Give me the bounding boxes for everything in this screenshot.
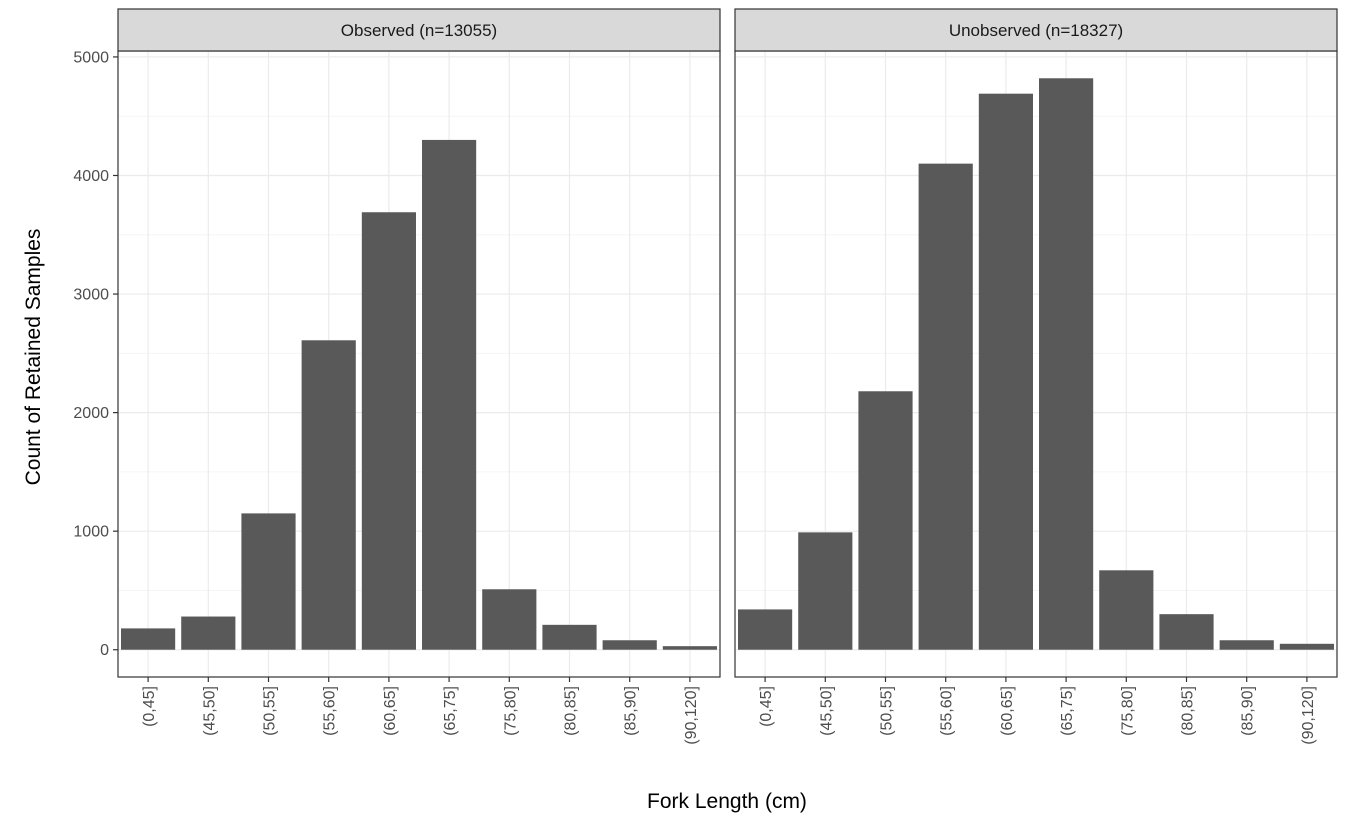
y-tick-label: 2000 [73,405,109,422]
x-tick-label: (50,55] [262,686,279,736]
x-tick-label: (0,45] [758,686,775,727]
x-tick-label: (85,90] [623,686,640,736]
x-tick-label: (65,75] [1059,686,1076,736]
y-tick-label: 5000 [73,49,109,66]
bar-2-5 [978,93,1033,650]
y-tick-label: 3000 [73,287,109,304]
x-tick-label: (85,90] [1240,686,1257,736]
x-tick-label: (55,60] [322,686,339,736]
bar-2-1 [738,609,793,650]
y-tick-label: 1000 [73,524,109,541]
x-tick-label: (55,60] [939,686,956,736]
bar-2-3 [858,391,913,650]
x-tick-label: (0,45] [141,686,158,727]
y-tick-label: 4000 [73,168,109,185]
x-tick-label: (60,65] [999,686,1016,736]
bar-2-6 [1039,78,1094,650]
bar-1-2 [181,616,236,650]
panel-background [118,51,720,677]
x-tick-label: (90,120] [1300,686,1317,745]
facet-strip [117,8,721,52]
x-tick-label: (45,50] [201,686,218,736]
bar-1-8 [542,624,597,650]
x-tick-label: (90,120] [683,686,700,745]
bar-2-8 [1159,614,1214,650]
facet-panels: Observed (n=13055) (0,45] (45,50] (50,55] (5… [73,8,1338,745]
bar-2-2 [798,532,853,650]
x-tick-label: (65,75] [442,686,459,736]
x-axis-title: Fork Length (cm) [647,790,807,813]
facet-strip-label: Observed (n=13055) [341,21,497,40]
x-tick-label: (45,50] [818,686,835,736]
bar-1-5 [361,212,416,650]
x-tick-label: (75,80] [502,686,519,736]
bar-1-10 [662,646,717,650]
y-axis-title: Count of Retained Samples [22,229,45,486]
x-tick-label: (80,85] [1180,686,1197,736]
x-tick-label: (60,65] [382,686,399,736]
bar-1-3 [241,513,296,650]
x-tick-label: (50,55] [879,686,896,736]
y-tick-label: 0 [100,642,109,659]
facet-panel-1: Observed (n=13055) (0,45] (45,50] (50,55] (5… [73,8,721,745]
facet-panel-2: Unobserved (n=18327) (0,45] (45,50] (50,55]… [734,8,1338,745]
bar-1-9 [602,640,657,650]
bar-1-1 [121,628,176,650]
bar-1-7 [482,589,537,650]
bar-2-4 [918,163,973,650]
x-tick-label: (75,80] [1119,686,1136,736]
bar-1-4 [301,340,356,650]
bar-2-10 [1279,643,1334,650]
facet-strip-label: Unobserved (n=18327) [949,21,1123,40]
bar-1-6 [422,139,477,650]
bar-2-7 [1099,570,1154,650]
facet-strip [734,8,1338,52]
bar-2-9 [1219,640,1274,650]
x-tick-label: (80,85] [563,686,580,736]
